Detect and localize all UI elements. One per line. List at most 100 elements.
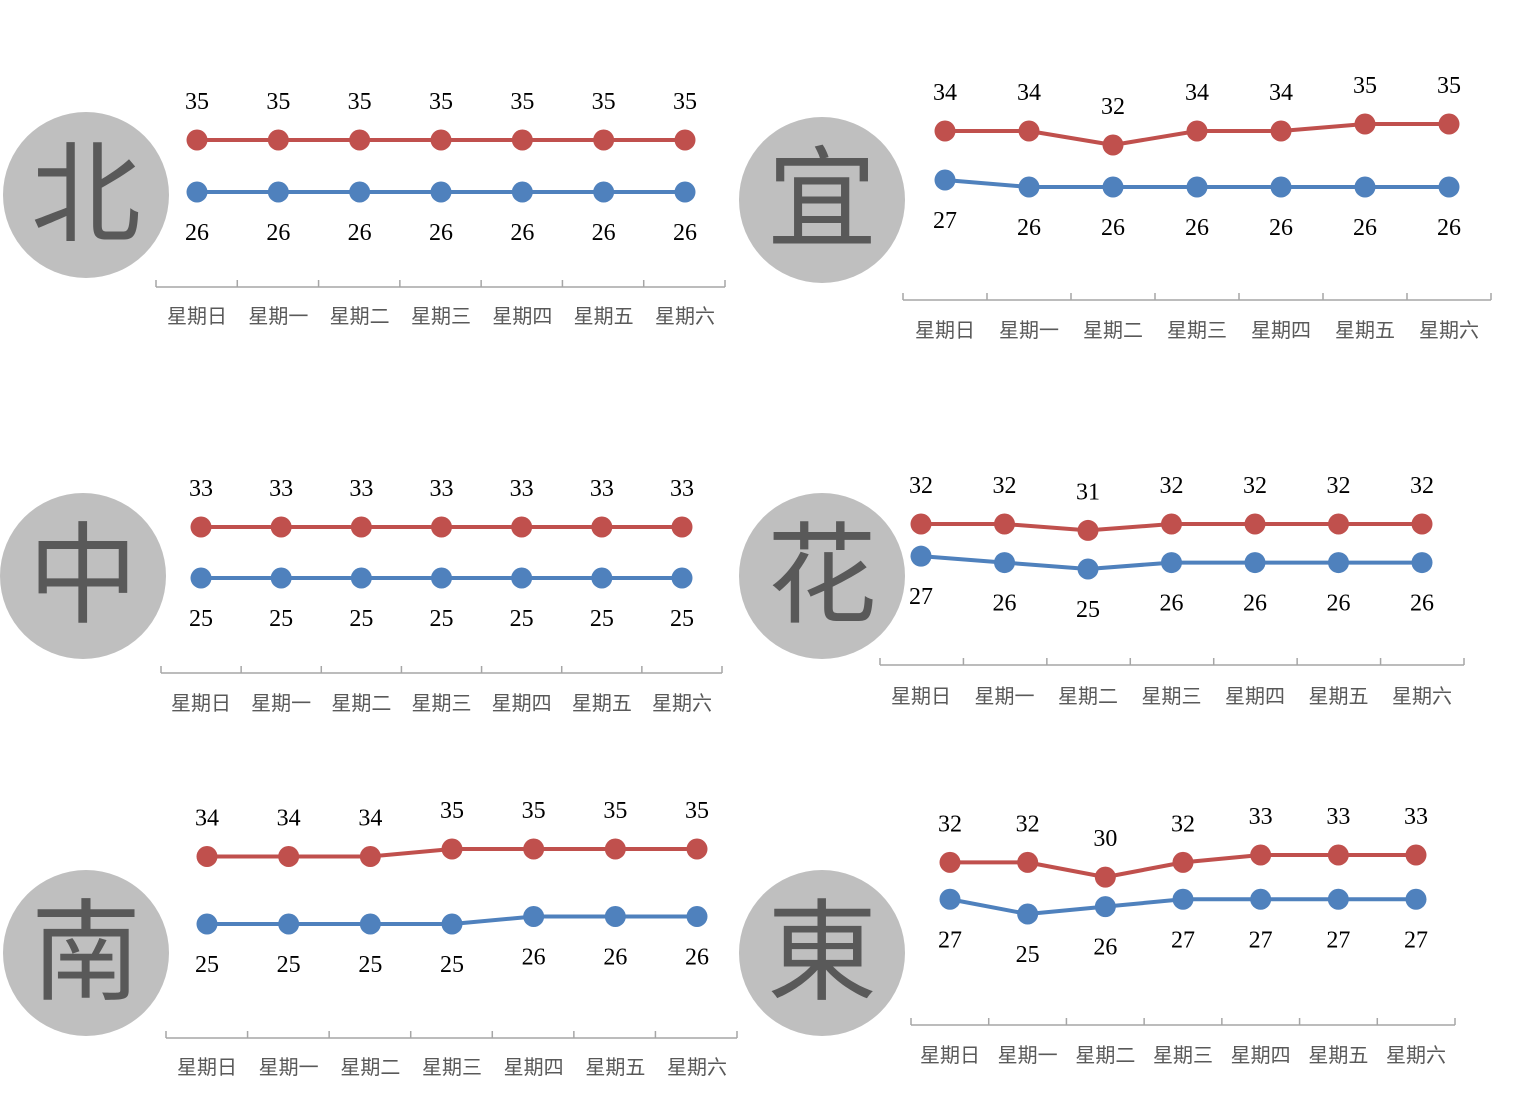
low-temp-label: 26 — [510, 220, 534, 246]
low-temp-point — [1405, 888, 1427, 910]
low-temp-label: 26 — [429, 220, 453, 246]
high-temp-label: 35 — [673, 89, 697, 115]
region-badge: 花 — [739, 493, 905, 659]
x-tick-label: 星期三 — [1153, 1045, 1213, 1067]
low-temp-label: 25 — [195, 952, 219, 978]
x-tick-label: 星期一 — [975, 686, 1035, 708]
x-tick-label: 星期二 — [330, 306, 390, 328]
region-label: 中 — [28, 512, 138, 640]
low-temp-point — [1244, 552, 1266, 574]
low-temp-label: 26 — [1327, 591, 1351, 617]
high-temp-label: 33 — [349, 476, 373, 502]
low-temp-point — [349, 181, 371, 203]
low-temp-label: 25 — [590, 606, 614, 632]
low-temp-label: 25 — [358, 952, 382, 978]
high-temp-label: 34 — [1269, 80, 1293, 106]
low-temp-point — [1172, 888, 1194, 910]
high-temp-label: 34 — [1017, 80, 1041, 106]
low-temp-label: 26 — [1185, 215, 1209, 241]
x-tick-label: 星期日 — [171, 693, 231, 715]
x-tick-label: 星期五 — [572, 693, 632, 715]
high-temp-label: 34 — [933, 80, 957, 106]
region-badge: 宜 — [739, 117, 905, 283]
high-temp-point — [1186, 120, 1208, 142]
x-tick-label: 星期一 — [998, 1045, 1058, 1067]
high-temp-label: 35 — [1437, 73, 1461, 99]
high-temp-point — [359, 846, 381, 867]
low-temp-point — [1186, 176, 1208, 198]
low-temp-label: 25 — [189, 606, 213, 632]
low-temp-label: 25 — [440, 952, 464, 978]
high-temp-label: 35 — [685, 798, 709, 824]
x-tick-label: 星期日 — [177, 1057, 237, 1079]
high-temp-point — [1018, 120, 1040, 142]
high-temp-point — [350, 516, 372, 538]
high-temp-point — [1250, 844, 1272, 866]
x-tick-label: 星期三 — [1142, 686, 1202, 708]
high-temp-label: 35 — [510, 89, 534, 115]
low-temp-point — [511, 567, 533, 589]
low-temp-point — [196, 913, 218, 935]
x-tick-label: 星期三 — [411, 306, 471, 328]
low-temp-label: 26 — [603, 945, 627, 971]
x-tick-label: 星期一 — [259, 1057, 319, 1079]
x-tick-label: 星期一 — [999, 320, 1059, 342]
high-temp-label: 32 — [1171, 811, 1195, 837]
x-tick-label: 星期五 — [1308, 1045, 1368, 1067]
high-temp-point — [267, 129, 289, 151]
region-label: 南 — [31, 889, 141, 1017]
low-temp-point — [1250, 888, 1272, 910]
low-temp-label: 27 — [1249, 927, 1273, 953]
high-temp-label: 31 — [1076, 479, 1100, 505]
region-label: 花 — [767, 512, 877, 640]
x-tick-label: 星期四 — [492, 693, 552, 715]
low-temp-label: 26 — [993, 591, 1017, 617]
x-tick-label: 星期二 — [331, 693, 391, 715]
high-temp-label: 35 — [440, 798, 464, 824]
high-temp-label: 32 — [909, 473, 933, 499]
high-temp-point — [523, 838, 545, 860]
high-temp-point — [1172, 851, 1194, 873]
x-tick-label: 星期二 — [1075, 1045, 1135, 1067]
high-temp-label: 33 — [590, 476, 614, 502]
high-temp-label: 34 — [277, 806, 301, 832]
high-temp-label: 32 — [1101, 94, 1125, 120]
high-temp-label: 32 — [993, 473, 1017, 499]
x-tick-label: 星期二 — [1083, 320, 1143, 342]
x-tick-label: 星期五 — [1335, 320, 1395, 342]
high-temp-label: 33 — [430, 476, 454, 502]
high-temp-point — [593, 129, 615, 151]
low-temp-point — [1354, 176, 1376, 198]
x-tick-label: 星期五 — [574, 306, 634, 328]
high-temp-label: 30 — [1093, 826, 1117, 852]
x-tick-label: 星期一 — [248, 306, 308, 328]
high-temp-point — [511, 129, 533, 151]
low-temp-point — [511, 181, 533, 203]
x-tick-label: 星期四 — [1251, 320, 1311, 342]
high-temp-label: 33 — [510, 476, 534, 502]
low-temp-point — [934, 169, 956, 191]
low-temp-label: 27 — [1326, 927, 1350, 953]
high-temp-point — [349, 129, 371, 151]
high-temp-point — [431, 516, 452, 538]
low-temp-label: 25 — [269, 606, 293, 632]
region-badge: 南 — [3, 870, 169, 1036]
low-temp-label: 26 — [673, 220, 697, 246]
low-temp-point — [1327, 888, 1349, 910]
high-temp-label: 35 — [1353, 73, 1377, 99]
high-temp-point — [591, 516, 613, 538]
high-temp-label: 35 — [522, 798, 546, 824]
low-temp-point — [278, 913, 300, 935]
x-tick-label: 星期四 — [504, 1057, 564, 1079]
low-temp-label: 26 — [348, 220, 372, 246]
low-temp-point — [1328, 552, 1349, 574]
high-temp-point — [994, 513, 1015, 535]
low-temp-point — [523, 906, 545, 927]
x-tick-label: 星期日 — [920, 1045, 980, 1067]
x-tick-label: 星期二 — [340, 1057, 400, 1079]
x-tick-label: 星期四 — [1231, 1045, 1291, 1067]
low-temp-point — [674, 181, 696, 203]
region-label: 東 — [767, 889, 877, 1017]
